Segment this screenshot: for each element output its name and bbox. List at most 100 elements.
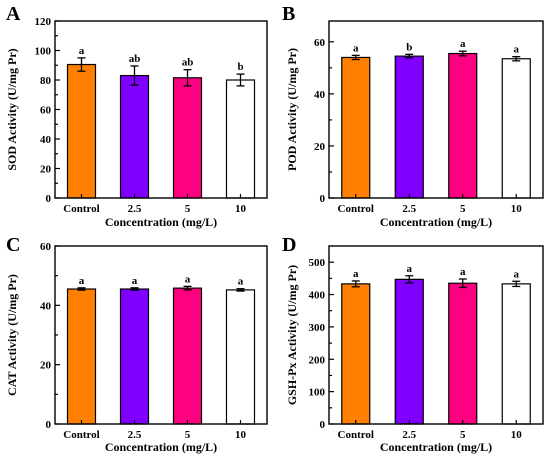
- error-bar: [236, 288, 245, 292]
- y-axis-title: POD Activity (U/mg Pr): [285, 48, 299, 171]
- y-tick-label: 40: [40, 300, 52, 312]
- bar-10: [225, 289, 256, 425]
- x-axis-title: Concentration (mg/L): [380, 215, 492, 229]
- y-tick-label: 40: [314, 89, 326, 101]
- significance-label: a: [460, 38, 466, 50]
- significance-label: ab: [182, 57, 194, 69]
- y-axis-title: GSH-Px Activity (U/mg Pr): [285, 265, 299, 405]
- significance-label: a: [79, 275, 85, 287]
- significance-label: a: [514, 268, 520, 280]
- x-tick-label: 10: [511, 429, 523, 441]
- y-tick-label: 0: [46, 193, 52, 205]
- y-tick-label: 300: [309, 322, 326, 334]
- x-axis-title: Concentration (mg/L): [105, 440, 217, 454]
- bar-2.5: [394, 55, 424, 199]
- x-tick-label: 5: [185, 203, 191, 215]
- x-tick-label: 5: [460, 429, 466, 441]
- y-tick-label: 0: [320, 419, 326, 431]
- error-bar: [130, 65, 139, 86]
- error-bar: [183, 285, 192, 291]
- bar-control: [66, 288, 97, 425]
- panel-label: B: [282, 3, 295, 25]
- x-tick-label: Control: [63, 203, 99, 215]
- x-tick-label: 2.5: [128, 429, 142, 441]
- x-tick-label: 2.5: [402, 203, 416, 215]
- bar-10: [225, 79, 256, 199]
- x-tick-label: 2.5: [128, 203, 142, 215]
- x-tick-label: 5: [460, 203, 466, 215]
- bar-5: [448, 282, 478, 425]
- x-tick-label: Control: [338, 203, 374, 215]
- plot-frame: [54, 20, 268, 199]
- bar-2.5: [394, 278, 424, 425]
- y-tick-label: 80: [40, 75, 52, 87]
- error-bar: [512, 280, 521, 288]
- significance-label: a: [460, 266, 466, 278]
- y-axis-title: CAT Activity (U/mg Pr): [5, 274, 19, 396]
- error-bar: [236, 73, 245, 87]
- x-tick-label: Control: [63, 429, 99, 441]
- y-tick-label: 500: [309, 257, 326, 269]
- chart-panel-a: AaControlab2.5ab5b10020406080100120Conce…: [5, 3, 268, 229]
- panel-label: A: [6, 3, 21, 25]
- error-bar: [77, 287, 86, 291]
- x-tick-label: 2.5: [402, 429, 416, 441]
- error-bar: [130, 287, 139, 291]
- plot-frame: [54, 245, 268, 425]
- bar-10: [501, 58, 531, 199]
- bar-5: [172, 287, 203, 425]
- y-tick-label: 20: [314, 141, 326, 153]
- y-tick-label: 60: [40, 241, 52, 253]
- error-bar: [458, 50, 467, 57]
- y-tick-label: 60: [314, 37, 326, 49]
- significance-label: a: [238, 276, 244, 288]
- bar-10: [501, 283, 531, 425]
- significance-label: a: [79, 45, 85, 57]
- chart-panel-c: Ca Control a 2.5 a 5 a 10 0 20 40 60 Concentration (…: [5, 234, 268, 454]
- x-tick-label: 10: [235, 203, 247, 215]
- error-bar: [351, 280, 360, 288]
- y-tick-label: 200: [309, 354, 326, 366]
- error-bar: [77, 57, 86, 72]
- x-axis-title: Concentration (mg/L): [380, 440, 492, 454]
- significance-label: ab: [129, 53, 141, 65]
- plot-frame: [328, 245, 544, 425]
- chart-panel-b: Ba Control b 2.5 a 5 a 10 0 20 40 60 Concentration (…: [282, 3, 544, 229]
- error-bar: [183, 69, 192, 87]
- significance-label: a: [514, 44, 520, 56]
- bar-control: [341, 56, 371, 199]
- panel-label: C: [6, 234, 20, 256]
- significance-label: b: [237, 61, 243, 73]
- x-tick-label: 10: [235, 429, 247, 441]
- bar-2.5: [119, 288, 150, 425]
- significance-label: a: [407, 263, 413, 275]
- y-tick-label: 40: [40, 134, 52, 146]
- x-axis-title: Concentration (mg/L): [105, 215, 217, 229]
- y-tick-label: 100: [309, 387, 326, 399]
- y-tick-label: 100: [35, 46, 52, 58]
- significance-label: a: [132, 275, 138, 287]
- y-tick-label: 120: [35, 16, 52, 28]
- bar-control: [66, 63, 97, 199]
- significance-label: a: [353, 42, 359, 54]
- error-bar: [512, 56, 521, 62]
- y-tick-label: 20: [40, 164, 52, 176]
- y-tick-label: 400: [309, 290, 326, 302]
- error-bar: [405, 275, 414, 284]
- plot-frame: [328, 20, 544, 199]
- y-tick-label: 0: [320, 193, 326, 205]
- error-bar: [351, 54, 360, 61]
- y-tick-label: 60: [40, 105, 52, 117]
- x-tick-label: 10: [511, 203, 523, 215]
- x-tick-label: Control: [338, 429, 374, 441]
- bar-5: [172, 77, 203, 199]
- error-bar: [405, 53, 414, 59]
- bar-control: [341, 283, 371, 425]
- x-tick-label: 5: [185, 429, 191, 441]
- y-tick-label: 20: [40, 360, 52, 372]
- significance-label: a: [185, 273, 191, 285]
- bar-5: [448, 52, 478, 199]
- panel-label: D: [282, 234, 296, 256]
- chart-panel-d: DaControla2.5a5a100100200300400500Concen…: [282, 234, 544, 454]
